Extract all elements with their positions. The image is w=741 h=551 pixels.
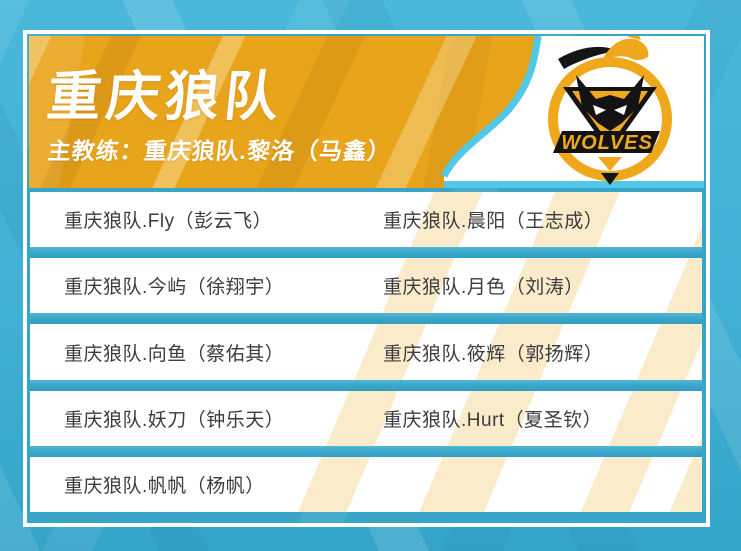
row-divider [30, 379, 702, 391]
player-cell: 重庆狼队.向鱼（蔡佑其） [64, 343, 285, 365]
row-divider [30, 445, 702, 457]
wolves-logo-text: WOLVES [561, 132, 653, 154]
player-cell: 重庆狼队.帆帆（杨帆） [64, 475, 265, 497]
player-cell: 重庆狼队.Hurt（夏圣钦） [383, 409, 603, 431]
row-divider [30, 313, 702, 325]
player-cell: 重庆狼队.今屿（徐翔宇） [64, 277, 285, 299]
wolves-logo-icon: WOLVES [548, 36, 672, 185]
roster-row: 重庆狼队.向鱼（蔡佑其） 重庆狼队.筱辉（郭扬辉） [30, 324, 702, 379]
cyan-curve-stripe [440, 36, 542, 178]
player-cell: 重庆狼队.晨阳（王志成） [383, 211, 604, 233]
player-cell: 重庆狼队.Fly（彭云飞） [64, 211, 273, 233]
roster-row: 重庆狼队.Fly（彭云飞） 重庆狼队.晨阳（王志成） [30, 192, 702, 247]
team-roster-card: WOLVES 重庆狼队 主教练：重庆狼队.黎洛（马鑫） 重庆狼队.Fly（彭云飞… [23, 30, 710, 527]
team-name-title: 重庆狼队 [44, 67, 287, 127]
roster-row: 重庆狼队.帆帆（杨帆） [30, 457, 702, 512]
logo-panel: WOLVES [440, 36, 704, 188]
card-header: WOLVES 重庆狼队 主教练：重庆狼队.黎洛（马鑫） [29, 36, 704, 188]
player-cell: 重庆狼队.月色（刘涛） [383, 277, 584, 299]
roster-row: 重庆狼队.妖刀（钟乐天） 重庆狼队.Hurt（夏圣钦） [30, 391, 702, 446]
player-cell: 重庆狼队.妖刀（钟乐天） [64, 409, 285, 431]
roster-list: 重庆狼队.Fly（彭云飞） 重庆狼队.晨阳（王志成） 重庆狼队.今屿（徐翔宇） … [30, 192, 702, 512]
head-coach-line: 主教练：重庆狼队.黎洛（马鑫） [46, 138, 393, 164]
card-frame: WOLVES 重庆狼队 主教练：重庆狼队.黎洛（马鑫） 重庆狼队.Fly（彭云飞… [27, 34, 706, 523]
player-cell: 重庆狼队.筱辉（郭扬辉） [383, 343, 604, 365]
row-divider [30, 247, 702, 259]
roster-row: 重庆狼队.今屿（徐翔宇） 重庆狼队.月色（刘涛） [30, 258, 702, 313]
cyan-bottom-band [444, 181, 704, 188]
